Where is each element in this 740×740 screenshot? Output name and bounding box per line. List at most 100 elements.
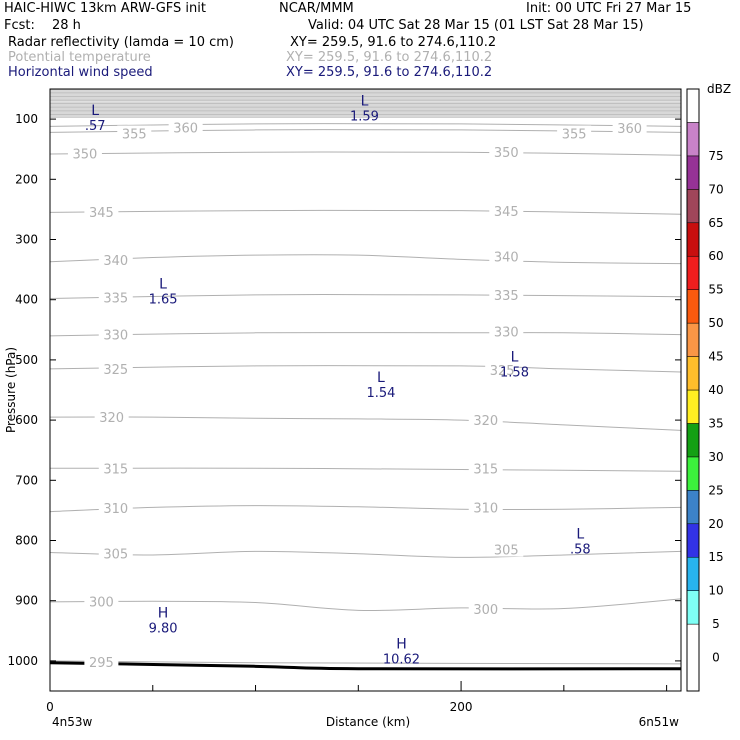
field-name-theta: Potential temperature	[8, 50, 151, 65]
colorbar-band	[686, 222, 700, 257]
colorbar-level-label: 45	[708, 350, 723, 364]
colorbar-band	[686, 356, 700, 391]
field-name-wind: Horizontal wind speed	[8, 65, 153, 80]
theta-contour-label: 305	[103, 548, 128, 563]
theta-contour-label: 325	[490, 364, 515, 379]
plot-frame	[49, 88, 682, 692]
organization-label: NCAR/MMM	[279, 1, 354, 16]
y-tick-label: 900	[15, 594, 38, 608]
theta-contour-label: 360	[173, 122, 198, 137]
y-tick-label: 200	[15, 172, 38, 186]
y-tick-label: 100	[15, 112, 38, 126]
theta-label-knockout	[98, 289, 133, 305]
theta-label-knockout	[468, 412, 503, 428]
colorbar-level-label: 35	[708, 416, 723, 430]
theta-contour-label: 325	[103, 363, 128, 378]
theta-contour-label: 340	[494, 250, 519, 265]
theta-contour-320	[50, 416, 681, 431]
colorbar-level-label: 25	[708, 483, 723, 497]
wind-extrema-value: 1.59	[350, 109, 379, 124]
wind-high-marker: H	[158, 606, 169, 622]
theta-label-knockout	[468, 601, 503, 617]
wind-extrema-value: 1.65	[149, 292, 178, 307]
colorbar-band	[686, 623, 700, 692]
field-xy-wind: XY= 259.5, 91.6 to 274.6,110.2	[286, 65, 493, 80]
wind-low-marker: L	[511, 349, 519, 365]
colorbar-unit: dBZ	[707, 82, 731, 96]
y-tick-label: 600	[15, 413, 38, 427]
theta-contour-label: 350	[73, 147, 98, 162]
theta-label-knockout	[117, 125, 152, 141]
field-xy-theta: XY= 259.5, 91.6 to 274.6,110.2	[286, 50, 493, 65]
theta-contour-label: 330	[494, 326, 519, 341]
colorbar-band	[686, 122, 700, 157]
theta-contour-label: 315	[103, 462, 128, 477]
theta-contour-label: 320	[473, 414, 498, 429]
theta-contour-label: 360	[617, 122, 642, 137]
model-top-hatch	[50, 89, 681, 118]
theta-contour-label: 355	[122, 128, 147, 143]
theta-label-knockout	[84, 593, 119, 609]
y-tick-label: 500	[15, 353, 38, 367]
theta-contour-label: 340	[103, 254, 128, 269]
theta-contour-310	[50, 505, 681, 513]
reflectivity-colorbar: 0 5 10 15 20 25 30 35 40 45 50 55 60 65 70 75	[686, 88, 724, 692]
wind-extrema-value: 1.54	[366, 386, 395, 401]
colorbar-band	[686, 490, 700, 525]
theta-contour-label: 345	[494, 205, 519, 220]
theta-label-knockout	[489, 248, 524, 264]
theta-contour-335	[50, 294, 681, 299]
theta-label-knockout	[98, 251, 133, 267]
field-name-reflectivity: Radar reflectivity (lamda = 10 cm)	[8, 35, 234, 50]
theta-contour-305	[50, 550, 681, 558]
colorbar-level-label: 5	[712, 617, 720, 631]
theta-contour-300	[50, 598, 681, 611]
wind-high-marker: H	[396, 636, 407, 652]
colorbar-level-label: 0	[712, 651, 720, 665]
theta-contour-label: 310	[103, 502, 128, 517]
colorbar-band	[686, 189, 700, 224]
wind-extrema-value: 9.80	[149, 622, 178, 637]
colorbar-band	[686, 456, 700, 491]
theta-label-knockout	[468, 499, 503, 515]
colorbar-band	[686, 88, 700, 123]
colorbar-band	[686, 255, 700, 290]
colorbar-band	[686, 389, 700, 424]
theta-contour-315	[50, 467, 681, 472]
wind-low-marker: L	[576, 526, 584, 542]
y-axis: 100 200 300 400 500 600 700 800 900 1000	[7, 112, 681, 668]
forecast-label: Fcst:	[4, 18, 35, 33]
wind-extrema-value: 1.58	[500, 365, 529, 380]
theta-contour-label: 345	[89, 206, 114, 221]
forecast-hours: 28 h	[52, 18, 81, 33]
colorbar-frame	[686, 88, 700, 692]
theta-contour-label: 295	[89, 656, 114, 671]
theta-contour-350	[50, 151, 681, 156]
theta-label-knockout	[557, 125, 592, 141]
wind-extrema-value: 10.62	[383, 652, 420, 667]
colorbar-level-label: 75	[708, 149, 723, 163]
theta-label-knockout	[489, 286, 524, 302]
colorbar-level-label: 10	[708, 584, 723, 598]
theta-contour-label: 350	[494, 146, 519, 161]
x-left-endpoint: 4n53w	[52, 715, 93, 729]
x-axis-title: Distance (km)	[326, 715, 410, 729]
wind-low-marker: L	[91, 103, 99, 119]
theta-label-knockout	[98, 360, 133, 376]
theta-label-knockout	[489, 541, 524, 557]
theta-label-knockout	[489, 323, 524, 339]
colorbar-level-label: 20	[708, 517, 723, 531]
colorbar-band	[686, 590, 700, 625]
theta-label-knockout	[168, 119, 203, 135]
wind-low-marker: L	[159, 276, 167, 292]
y-axis-title: Pressure (hPa)	[4, 347, 18, 433]
colorbar-band	[686, 289, 700, 324]
wind-low-marker: L	[361, 93, 369, 109]
wind-low-marker: L	[377, 370, 385, 386]
colorbar-band	[686, 322, 700, 357]
theta-label-knockout	[485, 362, 520, 378]
theta-label-knockout	[84, 203, 119, 219]
valid-time: Valid: 04 UTC Sat 28 Mar 15 (01 LST Sat …	[308, 18, 644, 33]
colorbar-level-label: 70	[708, 182, 723, 196]
